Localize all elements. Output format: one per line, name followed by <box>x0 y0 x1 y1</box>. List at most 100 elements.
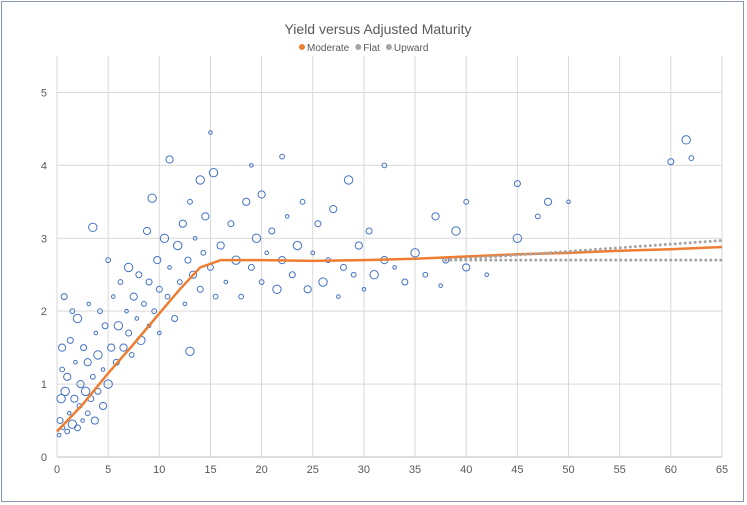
scatter-point <box>113 321 124 331</box>
y-tick-label: 1 <box>41 379 47 391</box>
scatter-point <box>123 262 134 273</box>
scatter-point <box>84 410 91 417</box>
scatter-point <box>100 367 106 372</box>
scatter-point <box>566 199 571 205</box>
scatter-point <box>192 235 198 241</box>
scatter-point <box>69 308 76 315</box>
scatter-point <box>200 249 207 256</box>
scatter-point <box>410 248 420 258</box>
scatter-point <box>63 372 72 381</box>
scatter-point <box>350 271 357 278</box>
scatter-point <box>167 265 172 270</box>
scatter-point <box>125 329 133 337</box>
scatter-point <box>66 410 72 416</box>
scatter-point <box>129 292 138 301</box>
scatter-point <box>101 322 109 330</box>
scatter-point <box>76 379 85 389</box>
scatter-point <box>227 220 235 228</box>
scatter-point <box>153 256 162 265</box>
scatter-point <box>88 222 98 233</box>
scatter-point <box>142 226 152 236</box>
scatter-point <box>128 352 135 358</box>
scatter-point <box>484 272 489 278</box>
scatter-point <box>188 270 198 279</box>
scatter-point <box>98 401 108 411</box>
scatter-point <box>178 219 187 228</box>
scatter-point <box>90 416 99 425</box>
scatter-point <box>329 205 338 214</box>
scatter-point <box>318 277 328 287</box>
legend-label-flat: Flat <box>363 43 380 54</box>
scatter-point <box>292 240 303 251</box>
scatter-point <box>310 250 316 256</box>
scatter-point <box>56 432 62 438</box>
scatter-point <box>392 265 397 270</box>
chart-title: Yield versus Adjusted Maturity <box>284 21 471 37</box>
x-tick-label: 50 <box>562 464 574 476</box>
scatter-point <box>119 343 128 352</box>
scatter-point <box>272 284 282 295</box>
scatter-point <box>134 316 140 321</box>
scatter-point <box>89 373 96 380</box>
legend-marker-upward <box>385 44 392 50</box>
x-tick-label: 65 <box>716 464 728 476</box>
scatter-point <box>201 212 210 221</box>
scatter-point <box>196 285 204 293</box>
series-upward-line <box>444 239 724 262</box>
scatter-point <box>159 233 170 243</box>
scatter-point <box>97 308 103 315</box>
scatter-point <box>212 293 219 300</box>
legend-label-upward: Upward <box>394 43 428 54</box>
scatter-point <box>103 379 113 389</box>
scatter-point <box>208 167 219 178</box>
x-tick-label: 15 <box>204 464 216 476</box>
scatter-point <box>93 350 103 360</box>
scatter-point <box>93 330 99 336</box>
scatter-point <box>216 241 225 250</box>
scatter-point <box>667 158 675 166</box>
scatter-point <box>195 175 205 185</box>
scatter-point <box>56 393 66 404</box>
scatter-point <box>681 135 691 145</box>
scatter-point <box>268 227 276 235</box>
scatter-point <box>249 163 254 168</box>
scatter-point <box>257 190 266 199</box>
scatter-point <box>155 285 163 293</box>
scatter-point <box>208 130 213 135</box>
scatter-point <box>182 301 188 307</box>
scatter-point <box>66 336 74 344</box>
scatter-point <box>343 175 354 185</box>
scatter-point <box>58 343 67 352</box>
y-tick-label: 3 <box>41 233 47 245</box>
scatter-point <box>354 241 363 250</box>
legend-marker-flat <box>355 44 362 50</box>
scatter-point <box>117 279 124 285</box>
scatter-point <box>279 153 285 160</box>
scatter-point <box>80 344 88 352</box>
scatter-point <box>512 233 523 243</box>
scatter-point <box>299 198 306 205</box>
scatter-point <box>147 193 157 203</box>
scatter-points <box>56 130 695 438</box>
scatter-point <box>83 358 92 367</box>
series-moderate-line <box>56 245 723 433</box>
x-tick-label: 20 <box>255 464 267 476</box>
scatter-point <box>73 424 81 432</box>
scatter-point <box>86 301 92 307</box>
scatter-point <box>369 270 379 280</box>
scatter-point <box>73 359 78 365</box>
scatter-point <box>70 394 79 403</box>
scatter-point <box>151 308 158 315</box>
scatter-point <box>145 278 153 286</box>
legend-label-moderate: Moderate <box>307 43 350 54</box>
y-tick-label: 5 <box>41 87 47 99</box>
scatter-point <box>238 293 245 300</box>
scatter-point <box>365 227 373 235</box>
scatter-point <box>80 418 85 423</box>
x-tick-label: 30 <box>358 464 370 476</box>
x-tick-label: 5 <box>105 464 111 476</box>
scatter-point <box>314 220 322 228</box>
scatter-point <box>141 300 147 307</box>
